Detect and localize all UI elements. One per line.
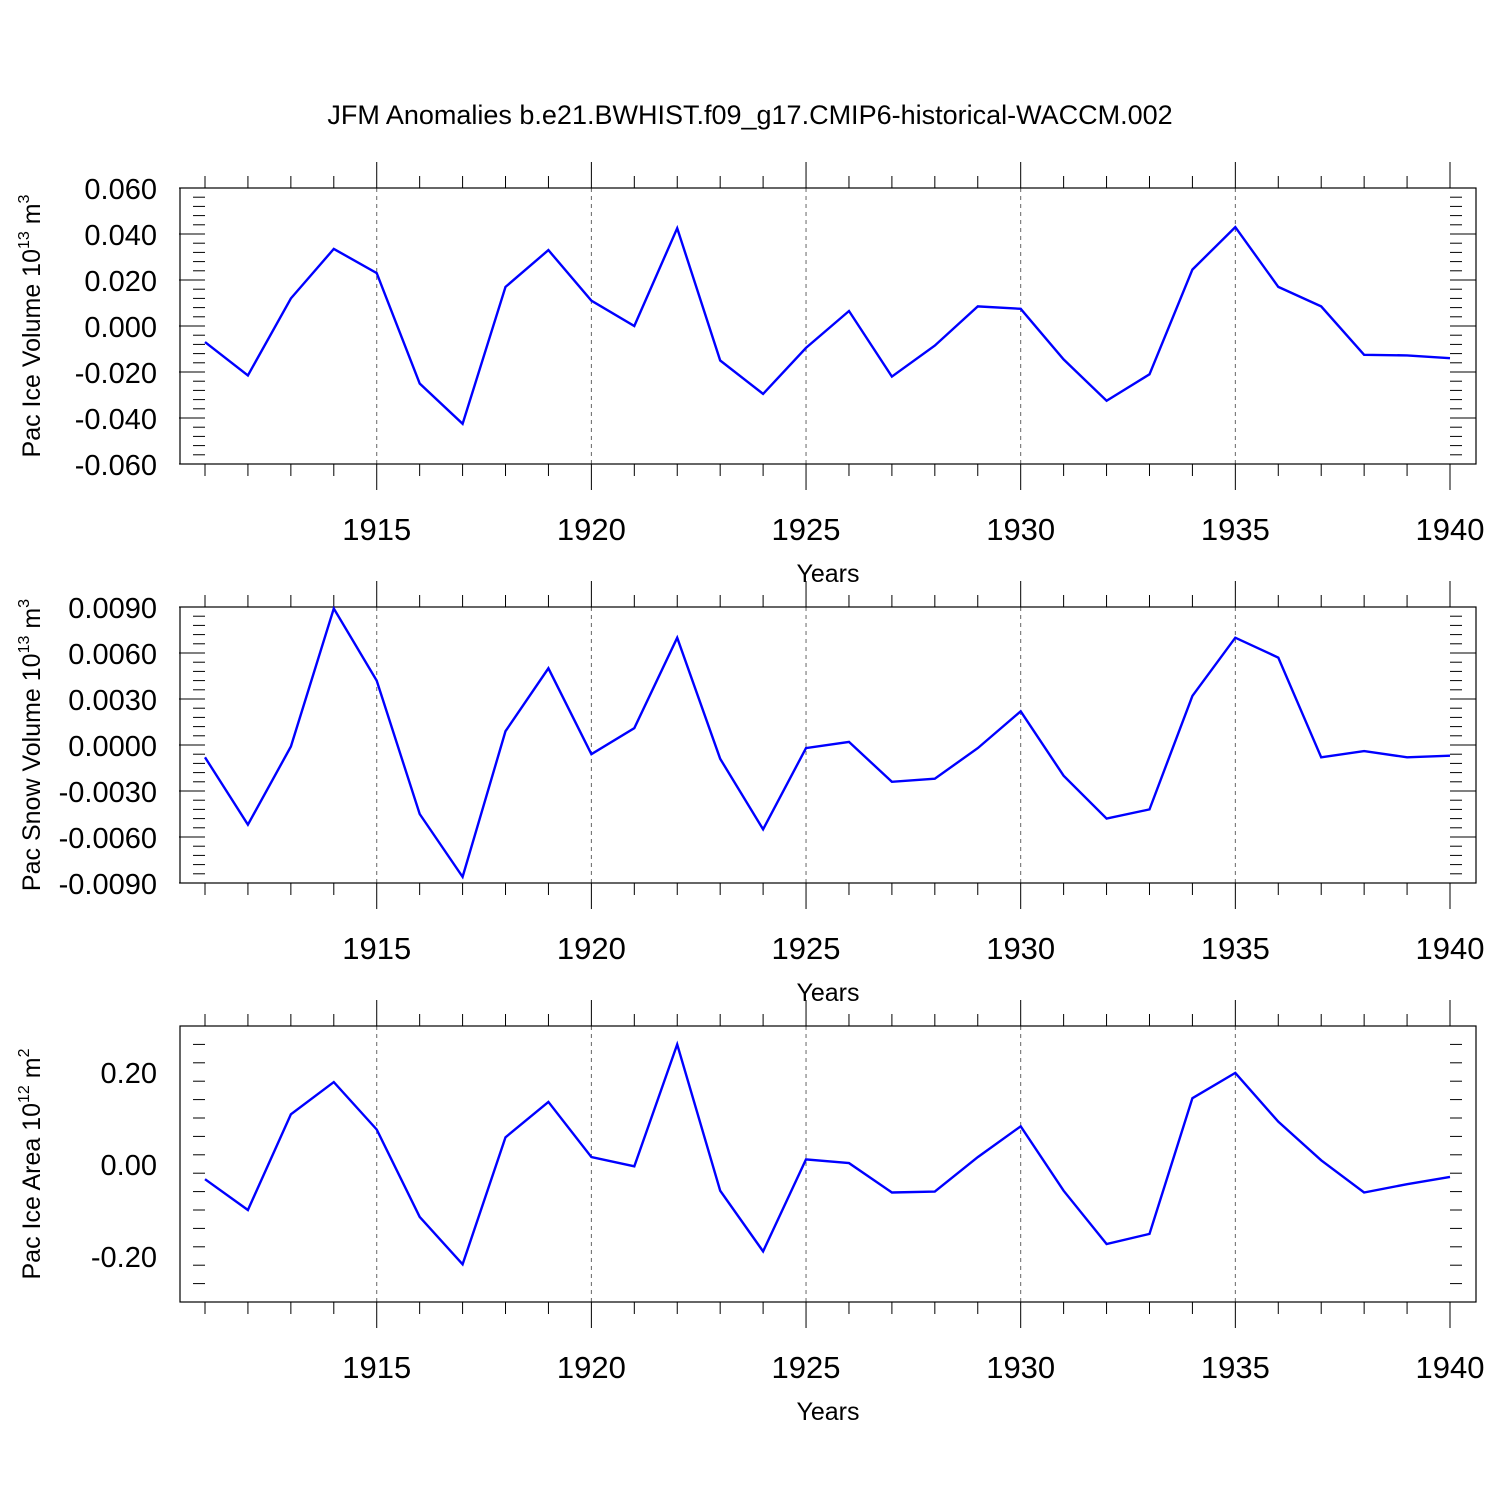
x-tick-label: 1915 <box>342 1350 411 1385</box>
y-axis-label-text: Pac Snow Volume 10 <box>18 653 46 891</box>
x-axis-label: Years <box>796 1398 859 1426</box>
y-axis-label-text: Pac Ice Volume 10 <box>18 249 46 457</box>
x-tick-label: 1925 <box>772 512 841 547</box>
y-axis-label-text: Pac Ice Area 10 <box>18 1103 46 1280</box>
y-tick-label: -0.0090 <box>59 869 157 901</box>
x-tick-label: 1920 <box>557 931 626 966</box>
y-axis-label-exp: 13 <box>16 231 33 249</box>
y-tick-label: -0.0060 <box>59 823 157 855</box>
y-tick-label: 0.0000 <box>68 731 157 763</box>
y-tick-label: 0.000 <box>84 312 157 344</box>
x-tick-label: 1940 <box>1416 1350 1485 1385</box>
x-tick-label: 1940 <box>1416 512 1485 547</box>
y-tick-label: 0.20 <box>101 1058 157 1090</box>
x-tick-label: 1925 <box>772 931 841 966</box>
y-tick-label: 0.060 <box>84 174 157 206</box>
chart-panel-2: 1915 1920 1925 1930 1935 1940 -0.0090 -0.0060 -0… <box>16 581 1484 1007</box>
y-tick-label: 0.040 <box>84 220 157 252</box>
y-axis-label-unit: m <box>18 1057 46 1085</box>
plot-frame <box>179 187 1477 465</box>
x-tick-label: 1925 <box>772 1350 841 1385</box>
y-axis-label: Pac Ice Volume 1013 m3 <box>16 194 46 457</box>
x-tick-label: 1935 <box>1201 512 1270 547</box>
y-axis-label-unit-exp: 3 <box>16 194 33 203</box>
x-tick-label: 1920 <box>557 512 626 547</box>
y-tick-label: 0.020 <box>84 266 157 298</box>
x-tick-label: 1915 <box>342 512 411 547</box>
x-tick-label: 1915 <box>342 931 411 966</box>
y-tick-label: -0.20 <box>91 1242 157 1274</box>
y-tick-label: -0.020 <box>75 358 157 390</box>
y-tick-label: 0.00 <box>101 1150 157 1182</box>
x-tick-label: 1920 <box>557 1350 626 1385</box>
x-tick-label: 1940 <box>1416 931 1485 966</box>
x-tick-label: 1930 <box>986 512 1055 547</box>
plot-frame <box>179 1025 1477 1303</box>
x-tick-label: 1930 <box>986 931 1055 966</box>
chart-panel-3: 1915 1920 1925 1930 1935 1940 -0.20 0.00 0.20 Yea… <box>16 1000 1484 1426</box>
y-tick-label: -0.060 <box>75 450 157 482</box>
chart-title: JFM Anomalies b.e21.BWHIST.f09_g17.CMIP6… <box>327 100 1172 130</box>
series-line <box>203 605 1451 880</box>
series-line <box>204 1040 1451 1267</box>
y-axis-label: Pac Ice Area 1012 m2 <box>16 1048 46 1279</box>
y-tick-label: -0.040 <box>75 404 157 436</box>
x-tick-label: 1935 <box>1201 931 1270 966</box>
y-tick-label: -0.0030 <box>59 777 157 809</box>
y-tick-label: 0.0030 <box>68 685 157 717</box>
y-axis-label-exp: 13 <box>16 636 33 654</box>
panels: 1915 1920 1925 1930 1935 1940 -0.060 -0.040 -0.0… <box>16 162 1484 1426</box>
y-axis-label-unit: m <box>18 203 46 231</box>
y-tick-label: 0.0090 <box>68 593 157 625</box>
y-axis-label-exp: 12 <box>16 1085 33 1103</box>
y-axis-label-unit-exp: 3 <box>16 599 33 608</box>
y-axis-label-unit: m <box>18 608 46 636</box>
series-line <box>204 224 1451 426</box>
x-axis-label: Years <box>796 979 859 1007</box>
y-axis-label: Pac Snow Volume 1013 m3 <box>16 599 46 891</box>
y-axis-label-unit-exp: 2 <box>16 1048 33 1057</box>
x-tick-label: 1930 <box>986 1350 1055 1385</box>
y-tick-label: 0.0060 <box>68 639 157 671</box>
x-axis-label: Years <box>796 560 859 588</box>
chart-panel-1: 1915 1920 1925 1930 1935 1940 -0.060 -0.040 -0.0… <box>16 162 1484 588</box>
x-tick-label: 1935 <box>1201 1350 1270 1385</box>
